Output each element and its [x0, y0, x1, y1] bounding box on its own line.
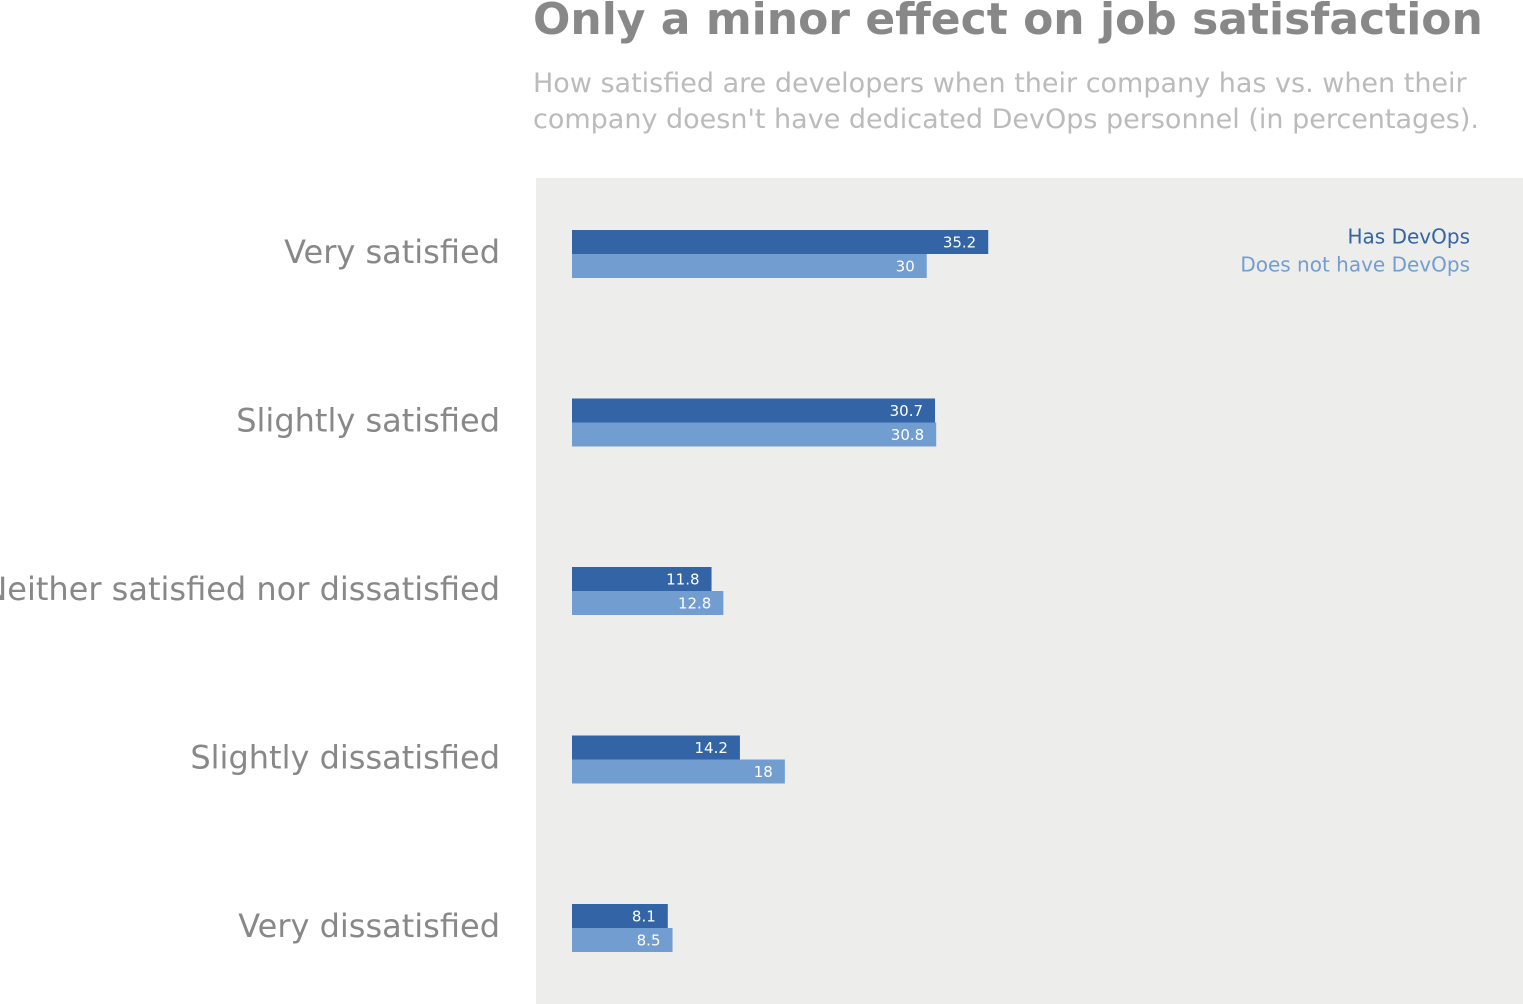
bar: [572, 928, 673, 952]
category-label: Slightly dissatisfied: [190, 739, 500, 777]
bar: [572, 591, 724, 615]
value-label: 11.8: [666, 571, 699, 589]
bar: [572, 230, 989, 254]
chart-title: Only a minor effect on job satisfaction: [533, 0, 1483, 45]
legend-entry: Has DevOps: [1348, 225, 1470, 249]
category-label: Very satisfied: [284, 233, 500, 271]
category-label: Very dissatisfied: [238, 907, 500, 945]
bar: [572, 904, 668, 928]
value-label: 30.7: [890, 402, 923, 420]
value-label: 14.2: [695, 739, 728, 757]
value-label: 30.8: [891, 426, 924, 444]
chart-subtitle: How satisfied are developers when their …: [533, 68, 1479, 135]
category-label: Slightly satisfied: [236, 402, 500, 440]
legend-entry: Does not have DevOps: [1240, 253, 1470, 277]
value-label: 8.1: [632, 908, 656, 926]
value-label: 12.8: [678, 595, 711, 613]
value-label: 8.5: [637, 932, 661, 950]
bar: [572, 422, 937, 447]
bar: [572, 254, 927, 278]
bar: [572, 759, 785, 784]
category-label: Neither satisfied nor dissatisfied: [0, 570, 500, 608]
bar: [572, 398, 936, 423]
bar: [572, 735, 740, 760]
value-label: 30: [896, 258, 915, 276]
value-label: 35.2: [943, 234, 976, 252]
value-label: 18: [754, 763, 773, 781]
bar: [572, 567, 712, 591]
